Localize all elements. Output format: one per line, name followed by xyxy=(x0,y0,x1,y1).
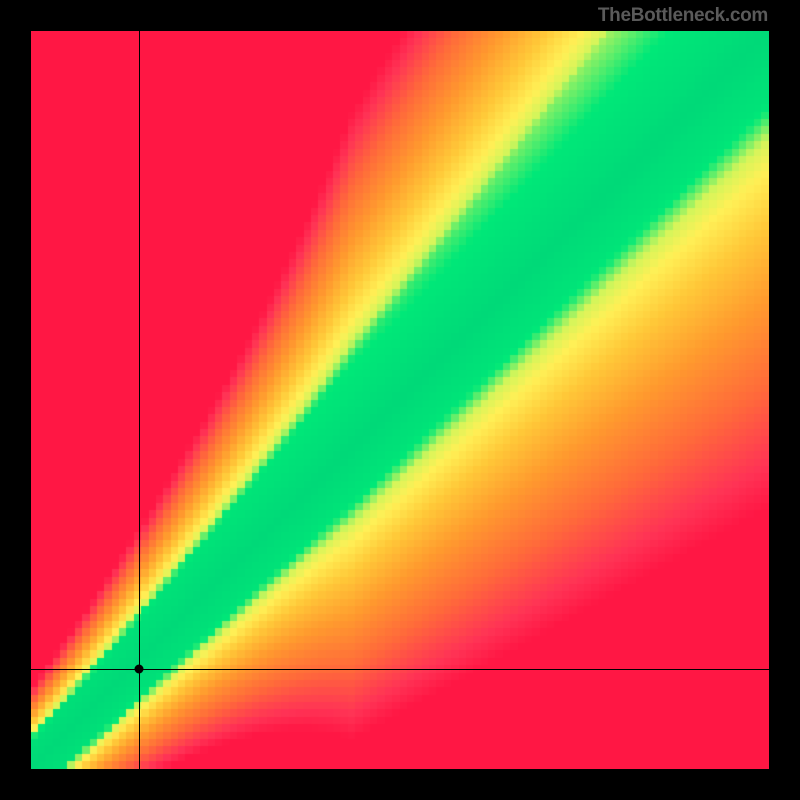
watermark-text: TheBottleneck.com xyxy=(598,5,768,27)
outer-frame: TheBottleneck.com xyxy=(0,0,800,800)
crosshair-vertical xyxy=(139,31,140,769)
data-point-marker xyxy=(135,664,144,673)
heatmap-canvas xyxy=(31,31,769,769)
heatmap-plot xyxy=(31,31,769,769)
